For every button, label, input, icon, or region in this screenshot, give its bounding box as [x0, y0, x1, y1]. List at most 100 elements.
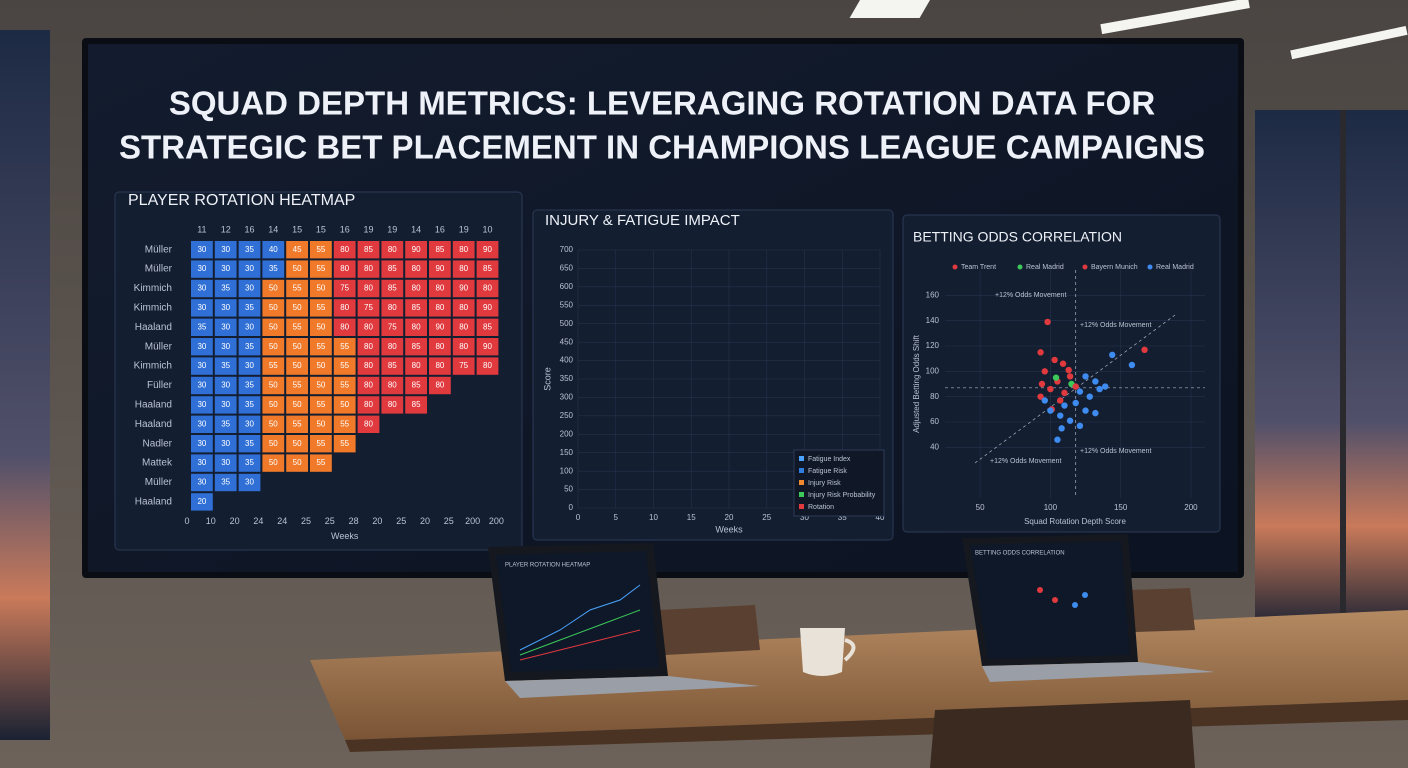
- cell-label: 30: [197, 439, 206, 448]
- cell-label: 55: [340, 419, 349, 428]
- cell-label: 35: [245, 303, 254, 312]
- legend-label: Real Madrid: [1156, 264, 1194, 271]
- x-tick-label: 10: [649, 513, 658, 522]
- cell-label: 30: [245, 322, 254, 331]
- cell-label: 85: [483, 264, 492, 273]
- x-tick-label: 25: [301, 516, 311, 526]
- heat-cell: [452, 241, 475, 259]
- heat-cell: [262, 435, 285, 453]
- heat-cell: [214, 376, 237, 395]
- heat-cell: [191, 338, 213, 356]
- heat-cell: [429, 357, 451, 375]
- cell-label: 30: [197, 342, 206, 351]
- scatter-point: [1061, 389, 1068, 397]
- cell-label: 80: [435, 284, 444, 293]
- cell-label: 50: [293, 439, 302, 448]
- x-tick-label: 20: [372, 516, 382, 526]
- heat-cell: [214, 396, 237, 414]
- heat-cell: [357, 415, 380, 433]
- cell-label: 80: [412, 264, 421, 273]
- cell-label: 90: [483, 303, 492, 312]
- heat-cell: [333, 241, 356, 259]
- scatter-point: [1072, 383, 1079, 390]
- heat-cell: [310, 415, 332, 433]
- cell-label: 50: [269, 439, 278, 448]
- row-label: Haaland: [135, 419, 172, 430]
- cell-label: 50: [269, 322, 278, 331]
- cell-label: 30: [197, 264, 206, 273]
- legend-swatch: [799, 456, 804, 461]
- cell-label: 30: [197, 419, 206, 428]
- heat-cell: [191, 415, 213, 433]
- heat-cell: [262, 241, 285, 259]
- legend-label: Fatigue Risk: [808, 468, 847, 475]
- heat-cell: [452, 299, 475, 317]
- heat-cell: [310, 299, 332, 317]
- cell-label: 85: [388, 361, 397, 370]
- cell-label: 35: [221, 284, 230, 293]
- y-tick-label: 60: [930, 417, 939, 426]
- heat-cell: [262, 376, 285, 395]
- x-axis-label: Weeks: [715, 524, 743, 534]
- legend-swatch: [799, 480, 804, 485]
- x-tick-label: 0: [184, 516, 189, 526]
- cell-label: 80: [340, 322, 349, 331]
- cell-label: 30: [221, 342, 230, 351]
- heat-cell: [381, 338, 404, 356]
- cell-label: 80: [364, 419, 373, 428]
- scatter-point: [1061, 402, 1068, 409]
- heat-cell: [286, 299, 308, 317]
- cell-label: 30: [221, 264, 230, 273]
- scatter-point: [1066, 417, 1074, 424]
- cell-label: 80: [364, 322, 373, 331]
- scatter-point: [1037, 349, 1044, 356]
- x-tick-label: 28: [349, 516, 359, 526]
- column-label: 19: [387, 224, 397, 234]
- cell-label: 80: [364, 264, 373, 273]
- heat-cell: [238, 415, 261, 433]
- heat-cell: [333, 396, 356, 414]
- scatter-point: [1128, 361, 1136, 369]
- y-tick-label: 450: [560, 337, 574, 346]
- legend-box: [793, 449, 885, 517]
- heat-cell: [452, 357, 475, 375]
- legend-swatch: [1147, 264, 1153, 270]
- heat-cell: [476, 299, 499, 317]
- heat-cell: [333, 279, 356, 298]
- heat-cell: [286, 396, 308, 414]
- cell-label: 35: [269, 264, 278, 273]
- legend-swatch: [952, 264, 958, 270]
- laptop-base: [982, 662, 1215, 682]
- cell-label: 20: [197, 497, 206, 506]
- cell-label: 55: [316, 303, 325, 312]
- cell-label: 50: [293, 361, 302, 370]
- cell-label: 80: [435, 381, 444, 390]
- y-tick-label: 300: [560, 393, 574, 402]
- column-label: 19: [459, 224, 469, 234]
- heat-cell: [429, 241, 451, 259]
- cell-label: 90: [435, 322, 444, 331]
- y-axis-label: Score: [542, 367, 552, 391]
- cell-label: 55: [340, 439, 349, 448]
- cell-label: 80: [459, 342, 468, 351]
- cell-label: 50: [316, 322, 325, 331]
- row-label: Mattek: [142, 458, 173, 469]
- heat-cell: [191, 493, 213, 511]
- heat-cell: [310, 338, 332, 356]
- heat-cell: [262, 279, 285, 298]
- x-tick-label: 35: [838, 513, 847, 522]
- cell-label: 55: [316, 264, 325, 273]
- cell-label: 80: [340, 303, 349, 312]
- y-tick-label: 40: [930, 442, 939, 451]
- chart-title: INJURY & FATIGUE IMPACT: [545, 212, 740, 229]
- heat-cell: [405, 279, 427, 298]
- heat-cell: [429, 376, 451, 395]
- scatter-point: [1051, 356, 1058, 364]
- cell-label: 55: [293, 381, 302, 390]
- legend-swatch: [799, 492, 804, 497]
- heat-cell: [429, 318, 451, 336]
- heat-cell: [214, 279, 237, 298]
- x-tick-label: 200: [1184, 503, 1198, 512]
- cell-label: 30: [245, 284, 254, 293]
- cell-label: 80: [435, 342, 444, 351]
